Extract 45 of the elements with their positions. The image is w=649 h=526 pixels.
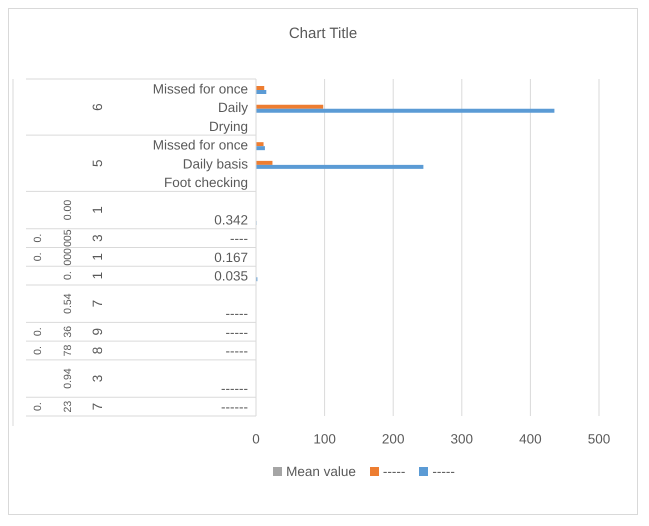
x-tick-label: 300 <box>450 432 474 447</box>
text: 1 <box>90 253 105 261</box>
chart-title: Chart Title <box>288 25 358 42</box>
y-tick-label: Foot checking <box>164 174 248 190</box>
y-tick-label: 0.035 <box>214 268 248 284</box>
y-tick-label: ----- <box>226 306 248 322</box>
x-tick-label: 0 <box>252 432 260 447</box>
text: 0. 000 <box>32 248 74 266</box>
text: 1 <box>90 206 105 214</box>
text: 0. 005 <box>32 229 74 247</box>
text: 3 <box>90 374 105 382</box>
y-tick-label: Missed for once <box>152 81 248 96</box>
text: 9 <box>90 328 105 336</box>
x-tick-label: 500 <box>588 432 610 447</box>
y-tick-label: ---- <box>230 231 248 246</box>
text: 7 <box>90 402 105 410</box>
text: 7 <box>90 300 105 308</box>
y-tick-label: Daily <box>218 100 248 116</box>
legend-label: ----- <box>382 464 406 479</box>
text: 0.94 <box>62 368 74 389</box>
y-tick-label: Daily basis <box>182 156 248 172</box>
y-tick-label: ------ <box>221 400 248 415</box>
text: 8 <box>90 346 105 354</box>
y-tick-label: Drying <box>208 118 248 134</box>
y-tick-label: 0.167 <box>214 250 248 265</box>
text: 0. <box>62 271 74 280</box>
text: 5 <box>90 159 105 168</box>
legend-label: Mean value <box>286 464 356 479</box>
text: 1 <box>90 272 105 280</box>
x-tick-label: 400 <box>519 432 542 447</box>
legend-label: ----- <box>432 464 455 479</box>
text: 0.54 <box>62 293 74 314</box>
y-tick-label: Missed for once <box>152 138 248 153</box>
y-tick-label: ----- <box>226 324 248 340</box>
text: 0. 78 <box>32 344 74 356</box>
x-tick-label: 100 <box>313 432 336 447</box>
text: 0. 23 <box>32 400 74 412</box>
text: 0. 36 <box>32 326 74 338</box>
y-tick-label: 0.342 <box>214 212 248 228</box>
y-tick-label: ------ <box>221 380 248 396</box>
x-tick-label: 200 <box>382 432 404 447</box>
y-tick-label: ----- <box>226 343 248 358</box>
text: 0.00 <box>62 200 74 220</box>
text: 6 <box>90 103 105 111</box>
text: 3 <box>90 234 105 242</box>
